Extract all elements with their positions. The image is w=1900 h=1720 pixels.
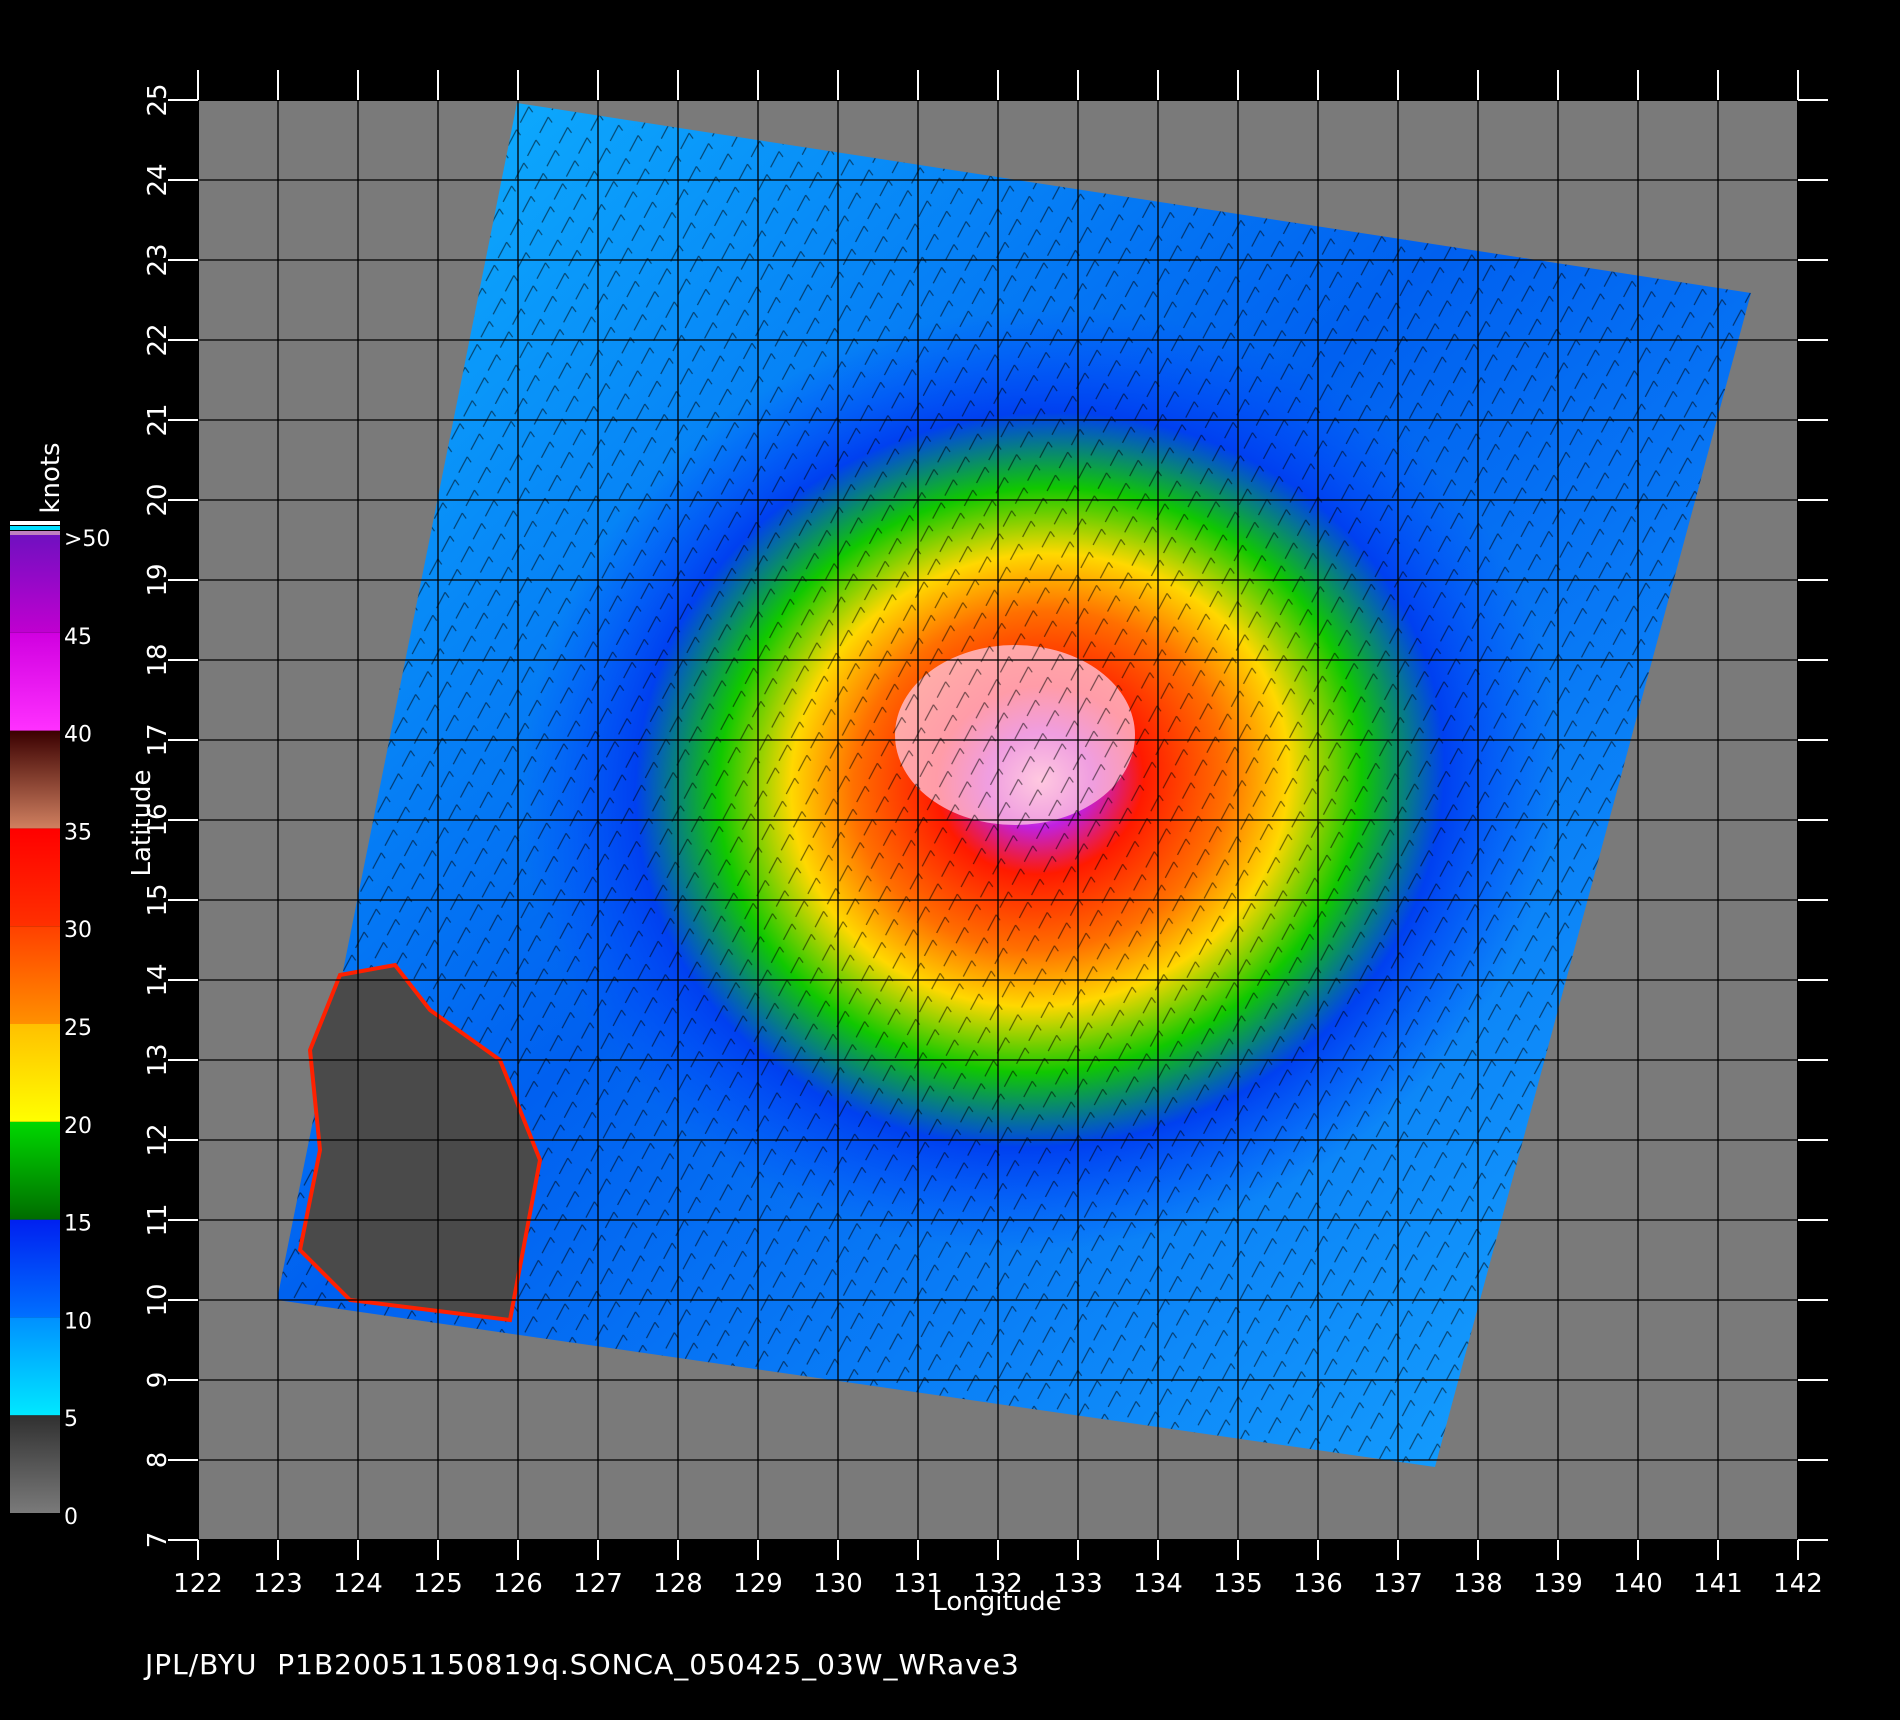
latitude-tick-label: 19: [143, 563, 173, 596]
latitude-tick-label: 8: [143, 1452, 173, 1469]
latitude-tick-label: 17: [143, 723, 173, 756]
colorbar-unit-label: knots: [36, 442, 66, 513]
colorbar-segment: [10, 1121, 60, 1220]
colorbar-label: >50: [64, 527, 110, 552]
colorbar-segment: [10, 1024, 60, 1122]
x-axis-title: Longitude: [932, 1587, 1061, 1617]
colorbar-label: 30: [64, 918, 92, 943]
longitude-tick-label: 124: [333, 1569, 383, 1599]
colorbar-stripe: [10, 521, 60, 525]
latitude-tick-label: 9: [143, 1372, 173, 1389]
colorbar-segment: [10, 632, 60, 731]
latitude-tick-label: 24: [143, 163, 173, 196]
colorbar-segment: [10, 730, 60, 829]
longitude-tick-label: 138: [1453, 1569, 1503, 1599]
longitude-tick-label: 140: [1613, 1569, 1663, 1599]
colorbar-label: 10: [64, 1309, 92, 1334]
land-philippines: [297, 962, 543, 1323]
longitude-tick-label: 123: [253, 1569, 303, 1599]
colorbar-stripe: [10, 531, 60, 535]
map-plot-area: [197, 99, 1799, 1541]
colorbar-stripe: [10, 526, 60, 530]
lat-lon-grid: [197, 99, 1799, 1541]
colorbar-top-stripes: [10, 521, 60, 535]
longitude-tick-label: 132: [973, 1569, 1023, 1599]
latitude-tick-label: 23: [143, 243, 173, 276]
colorbar-segment: [10, 1219, 60, 1318]
colorbar-segment: [10, 1317, 60, 1416]
latitude-tick-label: 25: [143, 83, 173, 116]
longitude-tick-labels: 122 123 124 125 126 127 128 129 130 131 132 133 134 1…: [173, 1569, 1823, 1599]
longitude-tick-label: 129: [733, 1569, 783, 1599]
latitude-tick-label: 14: [143, 963, 173, 996]
latitude-tick-label: 21: [143, 403, 173, 436]
axis-ticks: [168, 70, 1828, 1560]
longitude-tick-label: 135: [1213, 1569, 1263, 1599]
latitude-tick-label: 10: [143, 1283, 173, 1316]
longitude-tick-label: 141: [1693, 1569, 1743, 1599]
colorbar-segment: [10, 535, 60, 633]
latitude-tick-label: 12: [143, 1123, 173, 1156]
colorbar-label: 40: [64, 723, 92, 748]
longitude-tick-label: 130: [813, 1569, 863, 1599]
y-axis-title: Latitude: [127, 769, 157, 876]
footer-caption: JPL/BYU P1B20051150819q.SONCA_050425_03W…: [145, 1648, 1020, 1681]
colorbar-label: 15: [64, 1212, 92, 1237]
colorbar-label: 0: [64, 1505, 78, 1530]
longitude-tick-label: 125: [413, 1569, 463, 1599]
longitude-tick-label: 137: [1373, 1569, 1423, 1599]
latitude-tick-label: 20: [143, 483, 173, 516]
colorbar-segment: [10, 926, 60, 1024]
colorbar-segment: [10, 1415, 60, 1513]
longitude-tick-label: 142: [1773, 1569, 1823, 1599]
colorbar-label: 25: [64, 1016, 92, 1041]
colorbar-legend: [10, 535, 60, 1513]
latitude-tick-labels: 25 24 23 22 21 20 19 18 17 16 15 14 13 12 11 10 9 8 7: [143, 83, 173, 1548]
colorbar-labels: >50 45 40 35 30 25 20 15 10 5 0: [64, 527, 110, 1530]
longitude-tick-label: 127: [573, 1569, 623, 1599]
colorbar-label: 45: [64, 625, 92, 650]
latitude-tick-label: 16: [143, 803, 173, 836]
latitude-tick-label: 15: [143, 883, 173, 916]
latitude-tick-label: 18: [143, 643, 173, 676]
longitude-tick-label: 122: [173, 1569, 223, 1599]
colorbar-label: 35: [64, 820, 92, 845]
longitude-tick-label: 134: [1133, 1569, 1183, 1599]
longitude-tick-label: 128: [653, 1569, 703, 1599]
colorbar-label: 5: [64, 1407, 78, 1432]
latitude-tick-label: 7: [143, 1532, 173, 1549]
longitude-tick-label: 136: [1293, 1569, 1343, 1599]
longitude-tick-label: 133: [1053, 1569, 1103, 1599]
longitude-tick-label: 131: [893, 1569, 943, 1599]
colorbar-label: 20: [64, 1114, 92, 1139]
latitude-tick-label: 22: [143, 323, 173, 356]
longitude-tick-label: 126: [493, 1569, 543, 1599]
latitude-tick-label: 13: [143, 1043, 173, 1076]
colorbar-segment: [10, 828, 60, 927]
latitude-tick-label: 11: [143, 1203, 173, 1236]
longitude-tick-label: 139: [1533, 1569, 1583, 1599]
